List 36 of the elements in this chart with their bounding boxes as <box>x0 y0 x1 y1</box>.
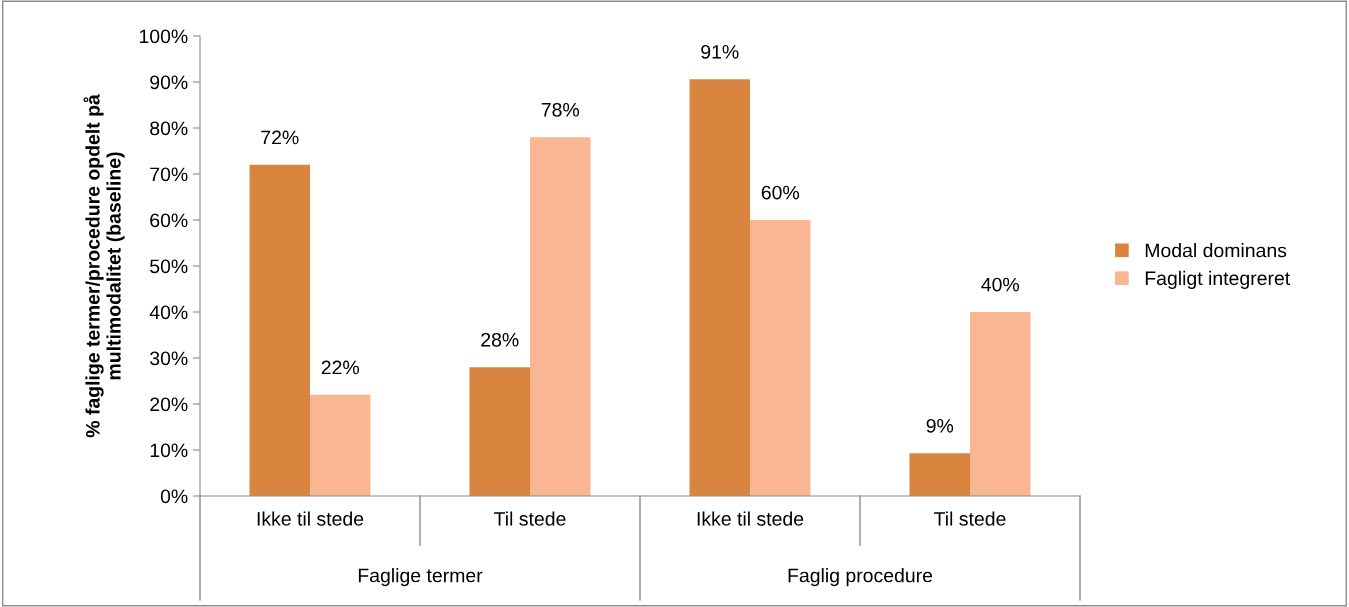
data-label: 72% <box>261 130 299 145</box>
data-label: 40% <box>981 277 1020 292</box>
text: Faglig procedure <box>788 568 933 587</box>
data-label: 60% <box>761 185 800 200</box>
y-tick-label: 10% <box>150 443 188 458</box>
y-tick-label: 90% <box>150 75 188 90</box>
x-tick-label: Til stede <box>934 511 1006 526</box>
bar <box>909 453 970 496</box>
bar <box>249 164 310 496</box>
legend-label: Modal dominans <box>1145 243 1287 258</box>
text: Faglige termer <box>358 568 483 587</box>
bar <box>750 220 811 496</box>
y-tick-label: 80% <box>150 121 188 136</box>
y-tick-label: 20% <box>150 397 188 412</box>
y-tick-label: 100% <box>139 29 188 44</box>
bar <box>469 367 530 496</box>
x-tick-label: Til stede <box>494 511 566 526</box>
data-label: 9% <box>926 418 954 433</box>
y-tick-label: 40% <box>149 305 188 320</box>
y-axis-title: % faglige termer/procedure opdelt på multimodalitet (baseline) <box>83 94 125 438</box>
bar <box>310 394 371 496</box>
bar <box>689 79 750 496</box>
data-label: 22% <box>321 360 360 375</box>
data-label: 78% <box>541 102 580 117</box>
data-label: 91% <box>701 44 739 59</box>
x-tick-label: Ikke til stede <box>697 511 804 526</box>
x-tick-label: Ikke til stede <box>257 511 364 526</box>
bar <box>530 137 591 496</box>
y-tick-label: 60% <box>150 213 188 228</box>
y-tick-label: 0% <box>160 489 188 504</box>
legend-label: Fagligt integreret <box>1145 270 1291 289</box>
data-label: 28% <box>481 332 519 347</box>
y-tick-label: 70% <box>150 167 188 182</box>
y-tick-label: 30% <box>150 351 188 366</box>
bar <box>970 312 1031 496</box>
y-tick-label: 50% <box>150 259 188 274</box>
